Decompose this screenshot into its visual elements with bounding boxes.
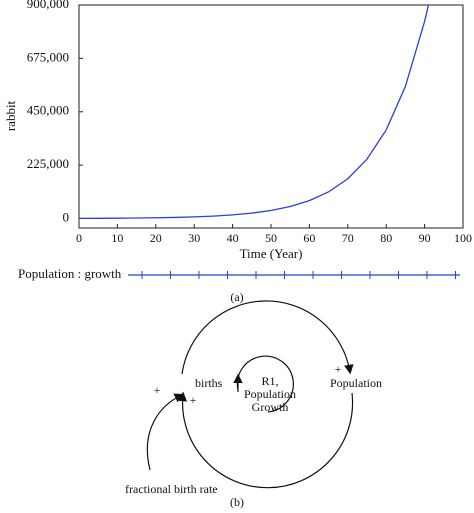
loop-label: R1, (261, 374, 278, 388)
x-tick-label: 90 (419, 231, 431, 245)
x-tick-label: 30 (188, 231, 200, 245)
y-tick-label: 225,000 (27, 156, 69, 171)
caption: (b) (230, 495, 244, 509)
causal-loop-diagram: births Population fractional birth rate … (125, 300, 382, 509)
node-label: births (195, 376, 223, 390)
y-tick-label: 675,000 (27, 49, 69, 64)
polarity: + (335, 362, 342, 376)
link-arrow (181, 300, 354, 375)
x-tick-label: 40 (227, 231, 239, 245)
x-tick-label: 50 (265, 231, 277, 245)
x-tick-label: 80 (380, 231, 392, 245)
series-line (78, 4, 430, 220)
y-tick-label: 900,000 (27, 0, 69, 11)
x-tick-label: 60 (303, 231, 315, 245)
node-label: fractional birth rate (125, 482, 218, 496)
x-axis-label: Time (Year) (240, 246, 303, 261)
x-tick-label: 10 (111, 231, 123, 245)
legend-label: Population : growth (18, 266, 122, 281)
x-tick-label: 20 (150, 231, 162, 245)
x-tick-label: 0 (76, 231, 82, 245)
polarity: + (154, 383, 161, 397)
y-axis-label: rabbit (3, 100, 18, 131)
plot-frame (78, 4, 464, 229)
link-arrow (177, 391, 354, 489)
loop-label: Population (244, 387, 296, 401)
y-tick-label: 450,000 (27, 103, 69, 118)
loop-label: Growth (252, 400, 289, 414)
polarity: + (190, 393, 197, 407)
caption: (a) (230, 290, 243, 304)
x-tick-label: 100 (454, 231, 472, 245)
y-tick-label: 0 (63, 209, 70, 224)
loop-arrow (236, 355, 294, 413)
link-arrow (146, 393, 185, 471)
x-tick-label: 70 (342, 231, 354, 245)
node-label: Population (330, 376, 382, 390)
